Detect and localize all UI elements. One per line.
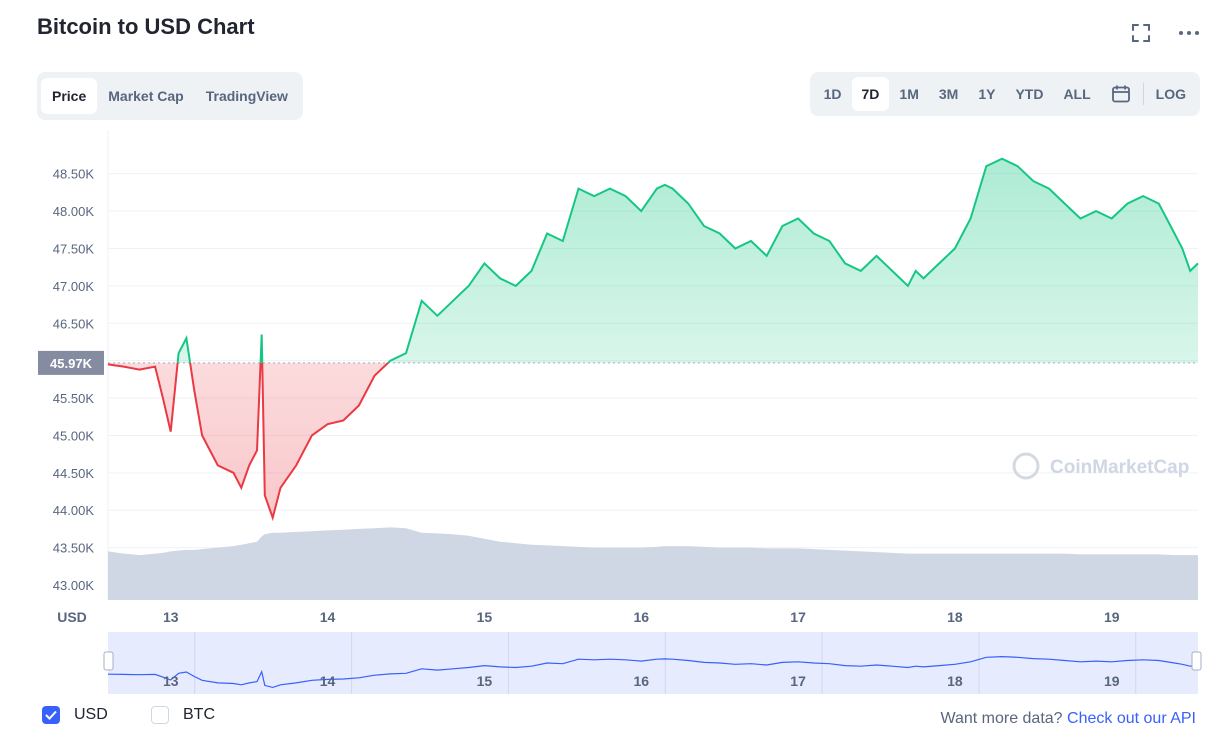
navigator-background (108, 632, 1198, 694)
tab-tradingview[interactable]: TradingView (205, 88, 288, 104)
tab-price[interactable]: Price (41, 78, 98, 114)
x-tick-label: 13 (163, 609, 179, 625)
navigator-tick-label: 16 (633, 673, 649, 689)
y-tick-label: 46.50K (53, 316, 95, 331)
page-title: Bitcoin to USD Chart (37, 14, 255, 39)
volume-series (108, 527, 1198, 600)
usd-checkbox[interactable]: USD (42, 706, 108, 724)
x-tick-label: 17 (790, 609, 806, 625)
y-tick-label: 44.00K (53, 503, 95, 518)
baseline-label: 45.97K (50, 356, 93, 371)
coinmarketcap-logo-icon (1012, 452, 1040, 480)
range-7d-button[interactable]: 7D (851, 77, 890, 111)
footer: USD BTC Want more data? Check out our AP… (0, 706, 1228, 738)
y-tick-label: 48.50K (53, 167, 95, 182)
range-1d-button[interactable]: 1D (823, 86, 842, 102)
navigator-tick-label: 13 (163, 673, 179, 689)
watermark-text: CoinMarketCap (1050, 457, 1189, 478)
checkbox-empty-icon[interactable] (151, 706, 169, 724)
range-ytd-button[interactable]: YTD (1015, 86, 1044, 102)
x-axis-ticks: USD 13 14 15 16 17 18 19 (57, 609, 1120, 625)
x-tick-label: 16 (633, 609, 649, 625)
navigator-tick-label: 14 (320, 673, 336, 689)
x-tick-label: 18 (947, 609, 963, 625)
navigator-handle-right[interactable] (1191, 651, 1202, 671)
chart-svg[interactable]: 43.00K43.50K44.00K44.50K45.00K45.50K46.0… (0, 130, 1228, 700)
btc-checkbox[interactable]: BTC (151, 706, 215, 724)
checkbox-checked-icon[interactable] (42, 706, 60, 724)
y-tick-label: 47.50K (53, 241, 95, 256)
range-1y-button[interactable]: 1Y (978, 86, 996, 102)
y-tick-label: 43.00K (53, 578, 95, 593)
usd-label: USD (74, 706, 108, 723)
x-axis-label: USD (57, 609, 87, 625)
navigator-tick-label: 17 (790, 673, 806, 689)
y-tick-label: 48.00K (53, 204, 95, 219)
divider (1142, 83, 1144, 105)
range-selector: 1D 7D 1M 3M 1Y YTD ALL LOG (809, 72, 1200, 116)
calendar-icon[interactable] (1101, 77, 1141, 111)
more-data-text: Want more data? Check out our API (940, 710, 1196, 728)
navigator-tick-label: 18 (947, 673, 963, 689)
more-horizontal-icon[interactable] (1178, 22, 1200, 44)
y-tick-label: 43.50K (53, 541, 95, 556)
chart-type-tabs: Price Market Cap TradingView (37, 72, 303, 120)
range-3m-button[interactable]: 3M (938, 86, 959, 102)
tab-market-cap[interactable]: Market Cap (108, 88, 184, 104)
up-area (108, 158, 1198, 363)
more-data-prompt: Want more data? (940, 710, 1063, 727)
price-line-down (107, 362, 390, 522)
navigator-tick-label: 15 (477, 673, 493, 689)
price-lines (107, 157, 1199, 522)
expand-icon[interactable] (1130, 22, 1152, 44)
log-scale-button[interactable]: LOG (1155, 86, 1186, 102)
baseline-badge (38, 350, 104, 375)
api-link[interactable]: Check out our API (1067, 710, 1196, 727)
price-areas (108, 158, 1198, 518)
watermark: CoinMarketCap (1012, 452, 1189, 480)
y-tick-label: 45.00K (53, 428, 95, 443)
navigator-line (107, 655, 1199, 689)
navigator-handle-left[interactable] (103, 651, 114, 671)
y-axis-ticks: 43.00K43.50K44.00K44.50K45.00K45.50K46.0… (38, 167, 104, 593)
down-area (108, 362, 388, 518)
navigator-tick-label: 19 (1104, 673, 1120, 689)
navigator: 13 14 15 16 17 18 19 (103, 632, 1202, 694)
x-tick-label: 14 (320, 609, 336, 625)
y-tick-label: 47.00K (53, 279, 95, 294)
top-toolbar (1130, 22, 1200, 44)
btc-label: BTC (183, 706, 215, 723)
y-tick-label: 45.50K (53, 391, 95, 406)
range-1m-button[interactable]: 1M (899, 86, 919, 102)
x-tick-label: 19 (1104, 609, 1120, 625)
price-chart[interactable]: 43.00K43.50K44.00K44.50K45.00K45.50K46.0… (0, 130, 1228, 700)
x-tick-label: 15 (477, 609, 493, 625)
y-tick-label: 44.50K (53, 466, 95, 481)
price-line-up (176, 157, 1199, 363)
range-all-button[interactable]: ALL (1063, 86, 1091, 102)
volume-area (108, 527, 1198, 600)
